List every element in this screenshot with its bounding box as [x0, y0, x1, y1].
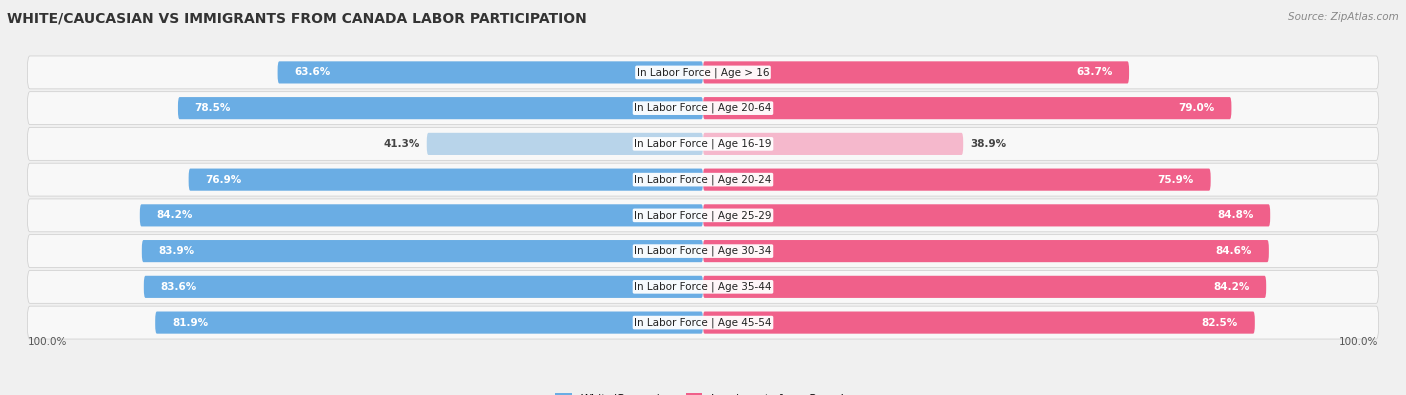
Text: WHITE/CAUCASIAN VS IMMIGRANTS FROM CANADA LABOR PARTICIPATION: WHITE/CAUCASIAN VS IMMIGRANTS FROM CANAD…: [7, 12, 586, 26]
FancyBboxPatch shape: [427, 133, 703, 155]
Text: In Labor Force | Age 20-24: In Labor Force | Age 20-24: [634, 174, 772, 185]
Text: 83.6%: 83.6%: [160, 282, 197, 292]
FancyBboxPatch shape: [188, 169, 703, 191]
Text: 81.9%: 81.9%: [172, 318, 208, 327]
FancyBboxPatch shape: [179, 97, 703, 119]
FancyBboxPatch shape: [703, 312, 1254, 334]
FancyBboxPatch shape: [703, 133, 963, 155]
Text: 100.0%: 100.0%: [1339, 337, 1378, 347]
FancyBboxPatch shape: [703, 169, 1211, 191]
Text: 84.6%: 84.6%: [1216, 246, 1253, 256]
FancyBboxPatch shape: [139, 204, 703, 226]
FancyBboxPatch shape: [143, 276, 703, 298]
FancyBboxPatch shape: [28, 235, 1378, 267]
FancyBboxPatch shape: [703, 61, 1129, 83]
FancyBboxPatch shape: [703, 97, 1232, 119]
FancyBboxPatch shape: [703, 240, 1268, 262]
Text: 41.3%: 41.3%: [384, 139, 420, 149]
Text: 63.7%: 63.7%: [1076, 68, 1112, 77]
FancyBboxPatch shape: [28, 92, 1378, 124]
FancyBboxPatch shape: [142, 240, 703, 262]
Text: 84.8%: 84.8%: [1218, 211, 1254, 220]
Text: 79.0%: 79.0%: [1178, 103, 1215, 113]
Text: In Labor Force | Age 25-29: In Labor Force | Age 25-29: [634, 210, 772, 221]
Text: 75.9%: 75.9%: [1157, 175, 1194, 184]
Text: In Labor Force | Age 35-44: In Labor Force | Age 35-44: [634, 282, 772, 292]
FancyBboxPatch shape: [28, 199, 1378, 232]
FancyBboxPatch shape: [703, 204, 1270, 226]
FancyBboxPatch shape: [28, 56, 1378, 89]
Text: 100.0%: 100.0%: [28, 337, 67, 347]
Text: 82.5%: 82.5%: [1202, 318, 1239, 327]
FancyBboxPatch shape: [28, 271, 1378, 303]
Text: In Labor Force | Age 16-19: In Labor Force | Age 16-19: [634, 139, 772, 149]
Text: In Labor Force | Age 45-54: In Labor Force | Age 45-54: [634, 317, 772, 328]
FancyBboxPatch shape: [28, 306, 1378, 339]
FancyBboxPatch shape: [703, 276, 1267, 298]
Text: In Labor Force | Age 30-34: In Labor Force | Age 30-34: [634, 246, 772, 256]
FancyBboxPatch shape: [155, 312, 703, 334]
FancyBboxPatch shape: [277, 61, 703, 83]
Legend: White/Caucasian, Immigrants from Canada: White/Caucasian, Immigrants from Canada: [551, 389, 855, 395]
Text: 76.9%: 76.9%: [205, 175, 242, 184]
Text: 78.5%: 78.5%: [194, 103, 231, 113]
Text: 38.9%: 38.9%: [970, 139, 1007, 149]
Text: Source: ZipAtlas.com: Source: ZipAtlas.com: [1288, 12, 1399, 22]
Text: 84.2%: 84.2%: [156, 211, 193, 220]
FancyBboxPatch shape: [28, 128, 1378, 160]
Text: In Labor Force | Age 20-64: In Labor Force | Age 20-64: [634, 103, 772, 113]
Text: In Labor Force | Age > 16: In Labor Force | Age > 16: [637, 67, 769, 78]
Text: 63.6%: 63.6%: [294, 68, 330, 77]
Text: 83.9%: 83.9%: [159, 246, 194, 256]
Text: 84.2%: 84.2%: [1213, 282, 1250, 292]
FancyBboxPatch shape: [28, 163, 1378, 196]
